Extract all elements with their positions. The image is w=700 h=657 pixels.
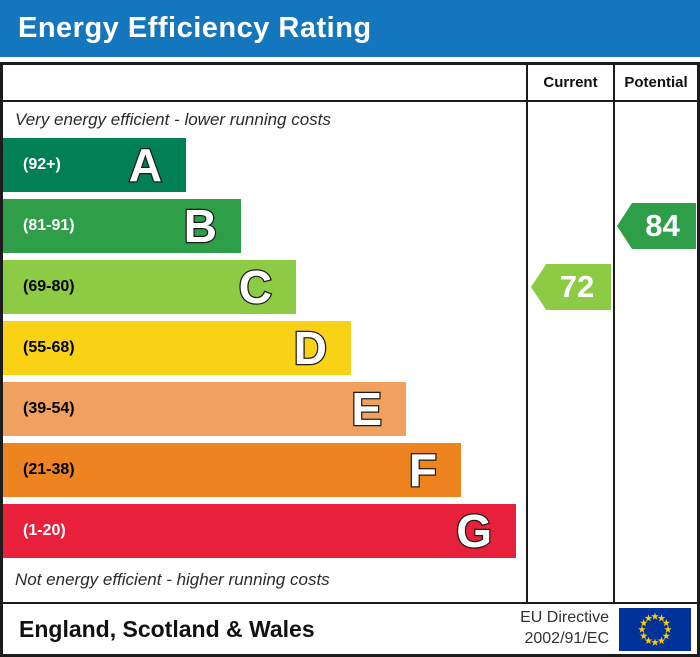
band-bar-b: (81-91) B: [3, 199, 241, 253]
band-c: (69-80) C: [3, 260, 526, 314]
band-bar-d: (55-68) D: [3, 321, 351, 375]
region-label: England, Scotland & Wales: [19, 615, 315, 642]
band-letter: B: [183, 200, 219, 252]
band-bar-e: (39-54) E: [3, 382, 406, 436]
band-range-label: (55-68): [23, 339, 75, 356]
band-letter: C: [238, 261, 274, 313]
band-range-label: (69-80): [23, 278, 75, 295]
band-bar-f: (21-38) F: [3, 443, 461, 497]
band-letter: A: [128, 139, 164, 191]
band-letter: F: [408, 444, 439, 496]
band-d: (55-68) D: [3, 321, 526, 375]
top-caption: Very energy efficient - lower running co…: [15, 110, 331, 129]
bottom-caption: Not energy efficient - higher running co…: [15, 570, 330, 589]
band-range-label: (1-20): [23, 522, 66, 539]
table-body-row: Very energy efficient - lower running co…: [3, 102, 697, 604]
band-range-label: (39-54): [23, 400, 75, 417]
epc-table: Current Potential Very energy efficient …: [0, 62, 700, 657]
header-cell-empty: [3, 65, 526, 100]
rating-bands: (92+) A (81-91) B (69-80) C (55-68) D (39-54) E (2…: [3, 138, 526, 558]
current-rating-arrow: 72: [531, 264, 611, 310]
potential-rating-column: 84: [613, 102, 697, 602]
band-bar-g: (1-20) G: [3, 504, 516, 558]
band-range-label: (21-38): [23, 461, 75, 478]
page-title: Energy Efficiency Rating: [0, 0, 700, 57]
band-b: (81-91) B: [3, 199, 526, 253]
potential-rating-arrow: 84: [617, 203, 696, 249]
band-letter: D: [293, 322, 329, 374]
table-footer-row: England, Scotland & Wales EU Directive 2…: [3, 604, 697, 654]
current-rating-column: 72: [526, 102, 613, 602]
band-g: (1-20) G: [3, 504, 526, 558]
table-header-row: Current Potential: [3, 65, 697, 102]
rating-scale-column: Very energy efficient - lower running co…: [3, 102, 526, 602]
eu-directive-line1: EU Directive: [520, 609, 609, 627]
eu-directive-block: EU Directive 2002/91/EC: [520, 607, 691, 651]
band-f: (21-38) F: [3, 443, 526, 497]
band-e: (39-54) E: [3, 382, 526, 436]
eu-flag-icon: [619, 607, 691, 651]
eu-directive-text: EU Directive 2002/91/EC: [520, 608, 609, 650]
column-header-potential: Potential: [613, 65, 697, 100]
band-letter: G: [455, 505, 493, 557]
band-a: (92+) A: [3, 138, 526, 192]
potential-rating-value: 84: [645, 208, 680, 243]
band-range-label: (92+): [23, 156, 61, 173]
column-header-current: Current: [526, 65, 613, 100]
band-letter: E: [350, 383, 383, 435]
band-range-label: (81-91): [23, 217, 75, 234]
band-bar-c: (69-80) C: [3, 260, 296, 314]
eu-directive-line2: 2002/91/EC: [524, 630, 609, 647]
current-rating-value: 72: [559, 269, 595, 304]
band-bar-a: (92+) A: [3, 138, 186, 192]
